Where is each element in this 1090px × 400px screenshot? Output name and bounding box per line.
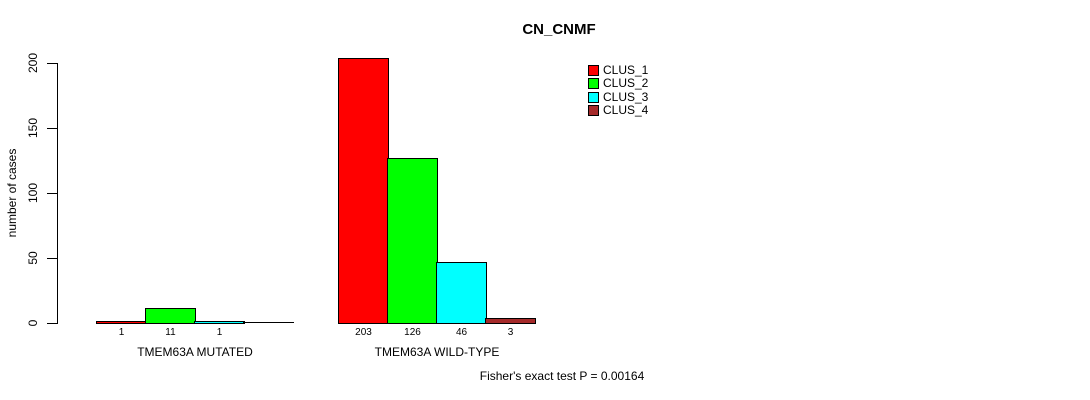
- legend-swatch-clus-2: [588, 78, 599, 89]
- bar-clus-2: [387, 158, 438, 324]
- y-tick-label: 0: [26, 319, 40, 327]
- legend-label: CLUS_4: [603, 103, 649, 117]
- stat-note: Fisher's exact test P = 0.00164: [479, 369, 645, 383]
- legend-swatch-clus-3: [588, 92, 599, 103]
- y-tick: [47, 258, 57, 259]
- legend-label: CLUS_1: [603, 63, 649, 77]
- bar-clus-1: [96, 321, 147, 324]
- bar-clus-3: [436, 262, 487, 324]
- bar-value-label: 1: [216, 327, 223, 338]
- legend-label: CLUS_2: [603, 76, 649, 90]
- chart-title: CN_CNMF: [522, 21, 596, 38]
- bar-clus-3: [194, 321, 245, 324]
- y-axis-label: number of cases: [5, 148, 19, 238]
- legend-label: CLUS_3: [603, 90, 649, 104]
- bar-value-label: 11: [165, 327, 176, 338]
- y-tick: [47, 128, 57, 129]
- category-label: TMEM63A MUTATED: [137, 345, 253, 359]
- bar-clus-1: [338, 58, 389, 324]
- y-tick-label: 200: [26, 52, 40, 74]
- bar-value-label: 46: [455, 327, 468, 338]
- bar-value-label: 203: [355, 327, 372, 338]
- bar-value-label: 1: [118, 327, 125, 338]
- bar-clus-2: [145, 308, 196, 324]
- y-tick: [47, 63, 57, 64]
- y-tick-label: 50: [26, 251, 40, 265]
- y-tick-label: 100: [26, 182, 40, 204]
- legend-swatch-clus-1: [588, 65, 599, 76]
- category-label: TMEM63A WILD-TYPE: [374, 345, 500, 359]
- y-tick-label: 150: [26, 117, 40, 139]
- bar-clus-4: [243, 322, 294, 323]
- bar-clus-4: [485, 318, 536, 324]
- bar-value-label: 126: [404, 327, 421, 338]
- bar-value-label: 3: [507, 327, 514, 338]
- y-axis-line: [57, 63, 58, 324]
- y-tick: [47, 323, 57, 324]
- y-tick: [47, 193, 57, 194]
- legend-swatch-clus-4: [588, 105, 599, 116]
